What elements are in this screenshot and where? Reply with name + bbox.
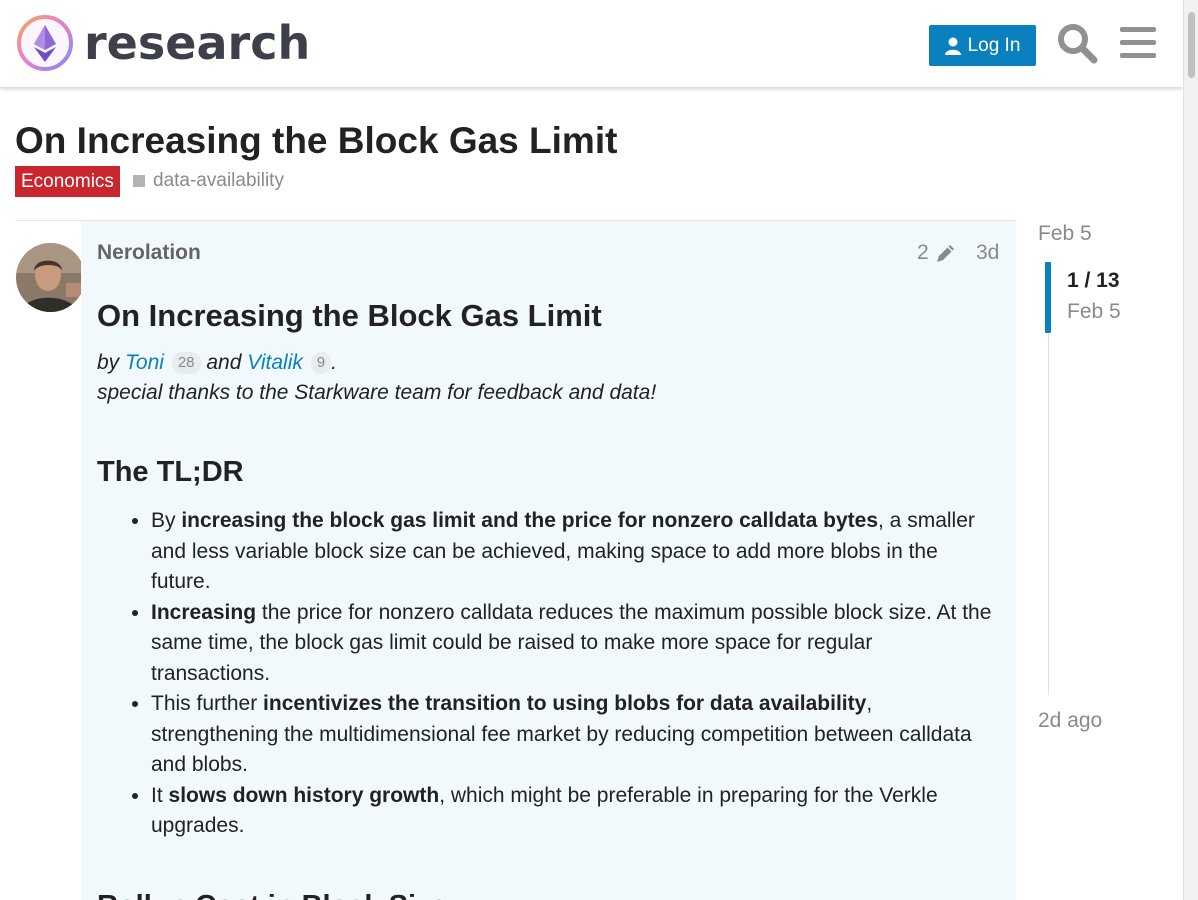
site-logo[interactable]: research: [16, 14, 310, 72]
timeline-handle[interactable]: [1045, 262, 1051, 333]
user-avatar-icon: [16, 243, 85, 312]
timeline-end-date[interactable]: 2d ago: [1038, 709, 1103, 732]
site-header: research Log In: [0, 0, 1183, 87]
list-item: By increasing the block gas limit and th…: [151, 506, 997, 598]
post-body: Nerolation 2 3d On Increasing the Block …: [81, 221, 1016, 900]
author-link-vitalik[interactable]: Vitalik: [247, 351, 303, 374]
avatar[interactable]: [16, 243, 85, 312]
link-click-count: 28: [171, 352, 201, 375]
page-scrollbar[interactable]: [1183, 0, 1198, 900]
tag-data-availability[interactable]: data-availability: [133, 170, 284, 192]
tag-label: data-availability: [153, 170, 284, 191]
thanks-note: special thanks to the Starkware team for…: [97, 381, 657, 404]
logo-text: research: [84, 16, 311, 70]
tldr-list: By increasing the block gas limit and th…: [97, 506, 997, 842]
edit-history-button[interactable]: 2: [917, 241, 957, 265]
timeline-position: 1 / 13: [1067, 269, 1120, 292]
hamburger-menu-icon[interactable]: [1120, 27, 1156, 59]
byline: by Toni 28 and Vitalik 9.: [97, 348, 997, 378]
author-link-toni[interactable]: Toni: [125, 351, 164, 374]
edit-count: 2: [917, 241, 929, 264]
byline-by: by: [97, 351, 120, 374]
user-icon: [944, 37, 961, 55]
link-click-count: 9: [310, 352, 332, 375]
post-heading: On Increasing the Block Gas Limit: [97, 298, 602, 333]
post-date[interactable]: 3d: [976, 241, 1000, 264]
list-item: Increasing the price for nonzero calldat…: [151, 598, 997, 690]
pencil-icon: [936, 245, 954, 262]
post-content: On Increasing the Block Gas Limit by Ton…: [97, 296, 997, 900]
list-item: This further incentivizes the transition…: [151, 689, 997, 781]
category-badge[interactable]: Economics: [15, 166, 120, 197]
login-button[interactable]: Log In: [929, 25, 1036, 66]
byline-and: and: [206, 351, 242, 374]
post-username[interactable]: Nerolation: [97, 241, 201, 264]
list-item: It slows down history growth, which migh…: [151, 781, 997, 842]
byline-end: .: [331, 351, 337, 374]
search-icon[interactable]: [1056, 22, 1098, 64]
post-divider: [15, 220, 1016, 221]
tldr-heading: The TL;DR: [97, 456, 244, 488]
section-heading-rollup-cost: Rollup Cost in Block Size: [97, 888, 997, 900]
login-label: Log In: [967, 34, 1021, 56]
topic-title[interactable]: On Increasing the Block Gas Limit: [15, 120, 618, 161]
ethereum-research-logo-icon: [17, 15, 73, 71]
timeline-start-date[interactable]: Feb 5: [1038, 222, 1092, 245]
timeline-position-date: Feb 5: [1067, 300, 1121, 323]
tag-square-icon: [133, 175, 145, 187]
scrollbar-thumb[interactable]: [1188, 12, 1195, 78]
timeline-track[interactable]: [1048, 262, 1049, 695]
